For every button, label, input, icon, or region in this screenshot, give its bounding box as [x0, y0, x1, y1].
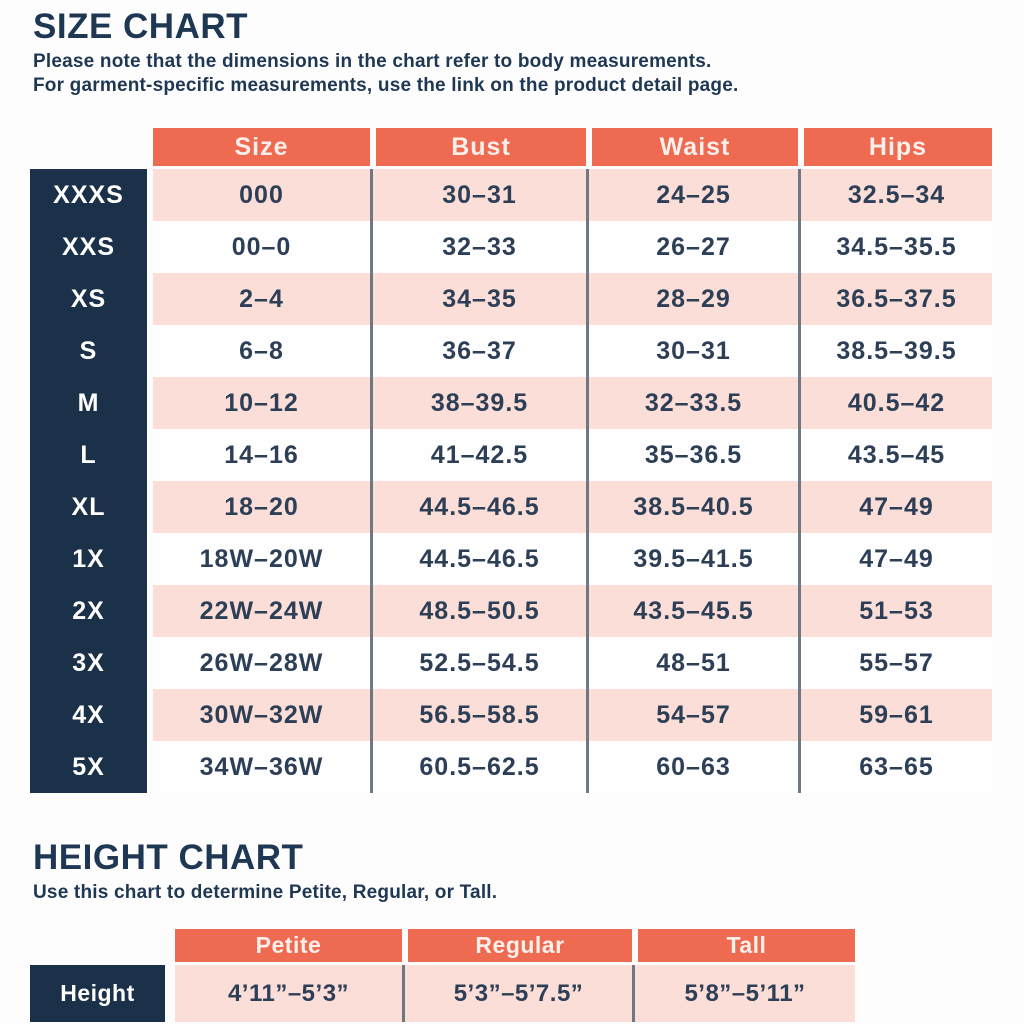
- hips-cell: 47–49: [798, 481, 992, 533]
- table-row: 4X 30W–32W 56.5–58.5 54–57 59–61: [30, 689, 992, 741]
- header-spacer: [30, 128, 147, 166]
- hips-cell: 59–61: [798, 689, 992, 741]
- hips-cell: 36.5–37.5: [798, 273, 992, 325]
- table-row: 2X 22W–24W 48.5–50.5 43.5–45.5 51–53: [30, 585, 992, 637]
- size-cell: 14–16: [153, 429, 370, 481]
- height-chart-table: Petite Regular Tall Height 4’11”–5’3” 5’…: [30, 929, 1024, 1022]
- size-row-label: L: [30, 429, 147, 481]
- waist-cell: 39.5–41.5: [586, 533, 798, 585]
- size-cell: 10–12: [153, 377, 370, 429]
- hips-cell: 38.5–39.5: [798, 325, 992, 377]
- column-header-waist: Waist: [586, 128, 798, 166]
- bust-cell: 30–31: [370, 169, 586, 221]
- size-cell: 2–4: [153, 273, 370, 325]
- column-header-petite: Petite: [175, 929, 402, 962]
- size-cell: 000: [153, 169, 370, 221]
- table-row: S 6–8 36–37 30–31 38.5–39.5: [30, 325, 992, 377]
- hips-cell: 55–57: [798, 637, 992, 689]
- size-row-label: 3X: [30, 637, 147, 689]
- size-row-label: XXS: [30, 221, 147, 273]
- bust-cell: 52.5–54.5: [370, 637, 586, 689]
- size-cell: 6–8: [153, 325, 370, 377]
- table-row: XXS 00–0 32–33 26–27 34.5–35.5: [30, 221, 992, 273]
- bust-cell: 41–42.5: [370, 429, 586, 481]
- size-row-label: 4X: [30, 689, 147, 741]
- waist-cell: 30–31: [586, 325, 798, 377]
- hips-cell: 32.5–34: [798, 169, 992, 221]
- waist-cell: 43.5–45.5: [586, 585, 798, 637]
- height-row: Height 4’11”–5’3” 5’3”–5’7.5” 5’8”–5’11”: [30, 965, 1024, 1022]
- waist-cell: 60–63: [586, 741, 798, 793]
- size-row-label: 5X: [30, 741, 147, 793]
- height-chart-note: Use this chart to determine Petite, Regu…: [33, 882, 498, 903]
- hips-cell: 47–49: [798, 533, 992, 585]
- column-header-hips: Hips: [798, 128, 992, 166]
- waist-cell: 24–25: [586, 169, 798, 221]
- height-chart-title: HEIGHT CHART: [33, 838, 304, 877]
- height-chart-section: HEIGHT CHART Use this chart to determine…: [30, 839, 1024, 1022]
- table-row: XL 18–20 44.5–46.5 38.5–40.5 47–49: [30, 481, 992, 533]
- waist-cell: 26–27: [586, 221, 798, 273]
- table-row: 5X 34W–36W 60.5–62.5 60–63 63–65: [30, 741, 992, 793]
- tall-value-cell: 5’8”–5’11”: [632, 965, 855, 1022]
- size-chart-header-row: Size Bust Waist Hips: [30, 128, 992, 166]
- size-cell: 18W–20W: [153, 533, 370, 585]
- size-row-label: S: [30, 325, 147, 377]
- waist-cell: 35–36.5: [586, 429, 798, 481]
- table-row: M 10–12 38–39.5 32–33.5 40.5–42: [30, 377, 992, 429]
- waist-cell: 32–33.5: [586, 377, 798, 429]
- size-cell: 00–0: [153, 221, 370, 273]
- bust-cell: 56.5–58.5: [370, 689, 586, 741]
- bust-cell: 48.5–50.5: [370, 585, 586, 637]
- column-header-size: Size: [153, 128, 370, 166]
- size-row-label: XS: [30, 273, 147, 325]
- table-row: L 14–16 41–42.5 35–36.5 43.5–45: [30, 429, 992, 481]
- waist-cell: 38.5–40.5: [586, 481, 798, 533]
- column-header-tall: Tall: [632, 929, 855, 962]
- column-header-bust: Bust: [370, 128, 586, 166]
- petite-value-cell: 4’11”–5’3”: [175, 965, 402, 1022]
- table-row: XXXS 000 30–31 24–25 32.5–34: [30, 169, 992, 221]
- hips-cell: 40.5–42: [798, 377, 992, 429]
- hips-cell: 43.5–45: [798, 429, 992, 481]
- size-chart-note-line-1: Please note that the dimensions in the c…: [33, 51, 712, 72]
- table-row: 3X 26W–28W 52.5–54.5 48–51 55–57: [30, 637, 992, 689]
- size-chart-title: SIZE CHART: [33, 7, 248, 46]
- regular-value-cell: 5’3”–5’7.5”: [402, 965, 632, 1022]
- bust-cell: 36–37: [370, 325, 586, 377]
- hips-cell: 34.5–35.5: [798, 221, 992, 273]
- height-chart-header-row: Petite Regular Tall: [175, 929, 1024, 962]
- table-row: 1X 18W–20W 44.5–46.5 39.5–41.5 47–49: [30, 533, 992, 585]
- size-cell: 22W–24W: [153, 585, 370, 637]
- size-cell: 26W–28W: [153, 637, 370, 689]
- hips-cell: 63–65: [798, 741, 992, 793]
- bust-cell: 60.5–62.5: [370, 741, 586, 793]
- size-row-label: 2X: [30, 585, 147, 637]
- waist-cell: 54–57: [586, 689, 798, 741]
- size-row-label: M: [30, 377, 147, 429]
- size-cell: 30W–32W: [153, 689, 370, 741]
- bust-cell: 34–35: [370, 273, 586, 325]
- bust-cell: 44.5–46.5: [370, 533, 586, 585]
- hips-cell: 51–53: [798, 585, 992, 637]
- size-chart-section: SIZE CHART Please note that the dimensio…: [30, 8, 1024, 793]
- column-header-regular: Regular: [402, 929, 632, 962]
- waist-cell: 28–29: [586, 273, 798, 325]
- size-row-label: XXXS: [30, 169, 147, 221]
- bust-cell: 32–33: [370, 221, 586, 273]
- table-row: XS 2–4 34–35 28–29 36.5–37.5: [30, 273, 992, 325]
- bust-cell: 44.5–46.5: [370, 481, 586, 533]
- size-row-label: XL: [30, 481, 147, 533]
- size-row-label: 1X: [30, 533, 147, 585]
- size-chart-table: Size Bust Waist Hips XXXS 000 30–31 24–2…: [30, 128, 992, 793]
- size-cell: 34W–36W: [153, 741, 370, 793]
- size-cell: 18–20: [153, 481, 370, 533]
- height-row-label: Height: [30, 965, 165, 1022]
- waist-cell: 48–51: [586, 637, 798, 689]
- size-chart-note: Please note that the dimensions in the c…: [33, 50, 1024, 98]
- bust-cell: 38–39.5: [370, 377, 586, 429]
- size-chart-note-line-2: For garment-specific measurements, use t…: [33, 75, 739, 96]
- size-chart-body: XXXS 000 30–31 24–25 32.5–34 XXS 00–0 32…: [30, 169, 992, 793]
